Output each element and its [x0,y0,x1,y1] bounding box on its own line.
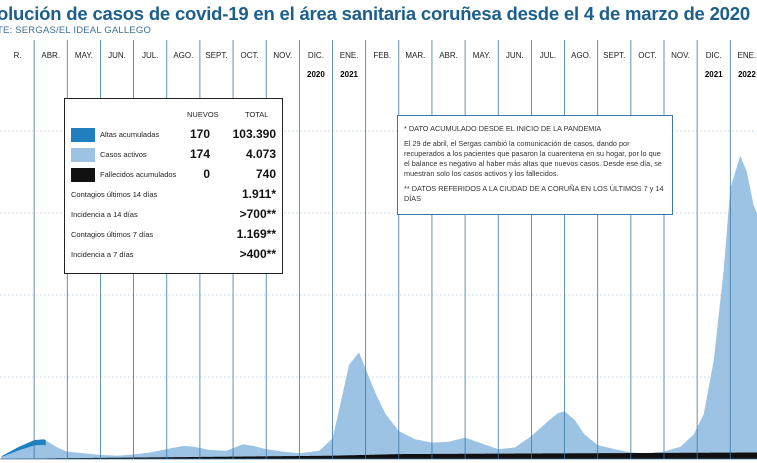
legend-total-altas: 103.390 [232,127,276,141]
legend-header-total: TOTAL [245,110,269,119]
note-city-data: ** DATOS REFERIDOS A LA CIUDAD DE A CORU… [404,184,664,203]
legend-header-new: NUEVOS [187,110,219,119]
year-label: 2021 [340,70,358,79]
stat-contagios-7: Contagios últimos 7 días 1.169** [65,227,282,245]
year-label: 2021 [705,70,723,79]
legend-name-activos: Casos activos [100,150,147,159]
chart-source: TE: SERGAS/EL IDEAL GALLEGO [0,25,152,36]
month-tick-label: R. [14,51,22,60]
month-tick-label: MAY. [75,51,93,60]
stat-value: 1.911* [241,187,276,201]
stat-label: Incidencia a 7 días [71,250,134,259]
month-tick-label: AGO. [173,51,193,60]
month-tick-label: MAY. [473,51,491,60]
area-fallecidos [1,452,757,459]
stat-contagios-14: Contagios últimos 14 días 1.911* [65,187,282,205]
stat-label: Contagios últimos 7 días [71,230,154,239]
month-tick-label: ENE. [340,51,359,60]
legend-row-fallecidos: Fallecidos acumulados 0 740 [65,167,282,185]
legend-swatch-altas [71,128,95,142]
area-altas-acumuladas [2,439,46,459]
month-tick-label: NOV. [671,51,690,60]
month-tick-label: ABR. [439,51,458,60]
month-tick-label: NOV. [273,51,292,60]
legend-total-fallecidos: 740 [255,167,276,181]
month-tick-label: ABR. [41,51,60,60]
notes-box: * DATO ACUMULADO DESDE EL INICIO DE LA P… [397,115,673,215]
month-tick-label: MAR. [405,51,425,60]
month-tick-label: OCT. [638,51,656,60]
month-tick-label: JUL. [540,51,556,60]
stat-value: >400** [239,247,276,261]
month-tick-label: AGO. [571,51,591,60]
legend-swatch-activos [71,148,95,162]
legend-new-altas: 170 [189,127,210,141]
month-tick-label: JUL. [142,51,158,60]
month-tick-label: SEPT. [603,51,625,60]
month-tick-label: JUN. [506,51,524,60]
month-tick-label: ENE. [738,51,757,60]
legend-box: NUEVOS TOTAL Altas acumuladas 170 103.39… [64,98,283,274]
month-tick-label: JUN. [108,51,126,60]
legend-swatch-fallecidos [71,168,95,182]
stat-label: Contagios últimos 14 días [71,190,158,199]
year-label: 2020 [307,70,325,79]
month-tick-label: FEB. [373,51,391,60]
month-tick-label: SEPT. [205,51,227,60]
month-tick-label: OCT. [241,51,259,60]
legend-row-altas: Altas acumuladas 170 103.390 [65,127,282,145]
stat-label: Incidencia a 14 días [71,210,138,219]
note-sergas-change: El 29 de abril, el Sergas cambió la comu… [404,139,662,178]
stat-incidencia-14: Incidencia a 14 días >700** [65,207,282,225]
legend-total-activos: 4.073 [245,147,276,161]
legend-row-activos: Casos activos 174 4.073 [65,147,282,165]
month-tick-label: DIC. [308,51,324,60]
note-cumulative: * DATO ACUMULADO DESDE EL INICIO DE LA P… [404,124,602,133]
stat-value: 1.169** [236,227,276,241]
stat-value: >700** [239,207,276,221]
month-tick-label: DIC. [706,51,722,60]
legend-name-fallecidos: Fallecidos acumulados [100,170,177,179]
stat-incidencia-7: Incidencia a 7 días >400** [65,247,282,265]
year-label: 2022 [738,70,756,79]
legend-new-activos: 174 [189,147,210,161]
legend-name-altas: Altas acumuladas [100,130,160,139]
legend-new-fallecidos: 0 [203,167,210,181]
chart-title: olución de casos de covid-19 en el área … [0,3,750,24]
